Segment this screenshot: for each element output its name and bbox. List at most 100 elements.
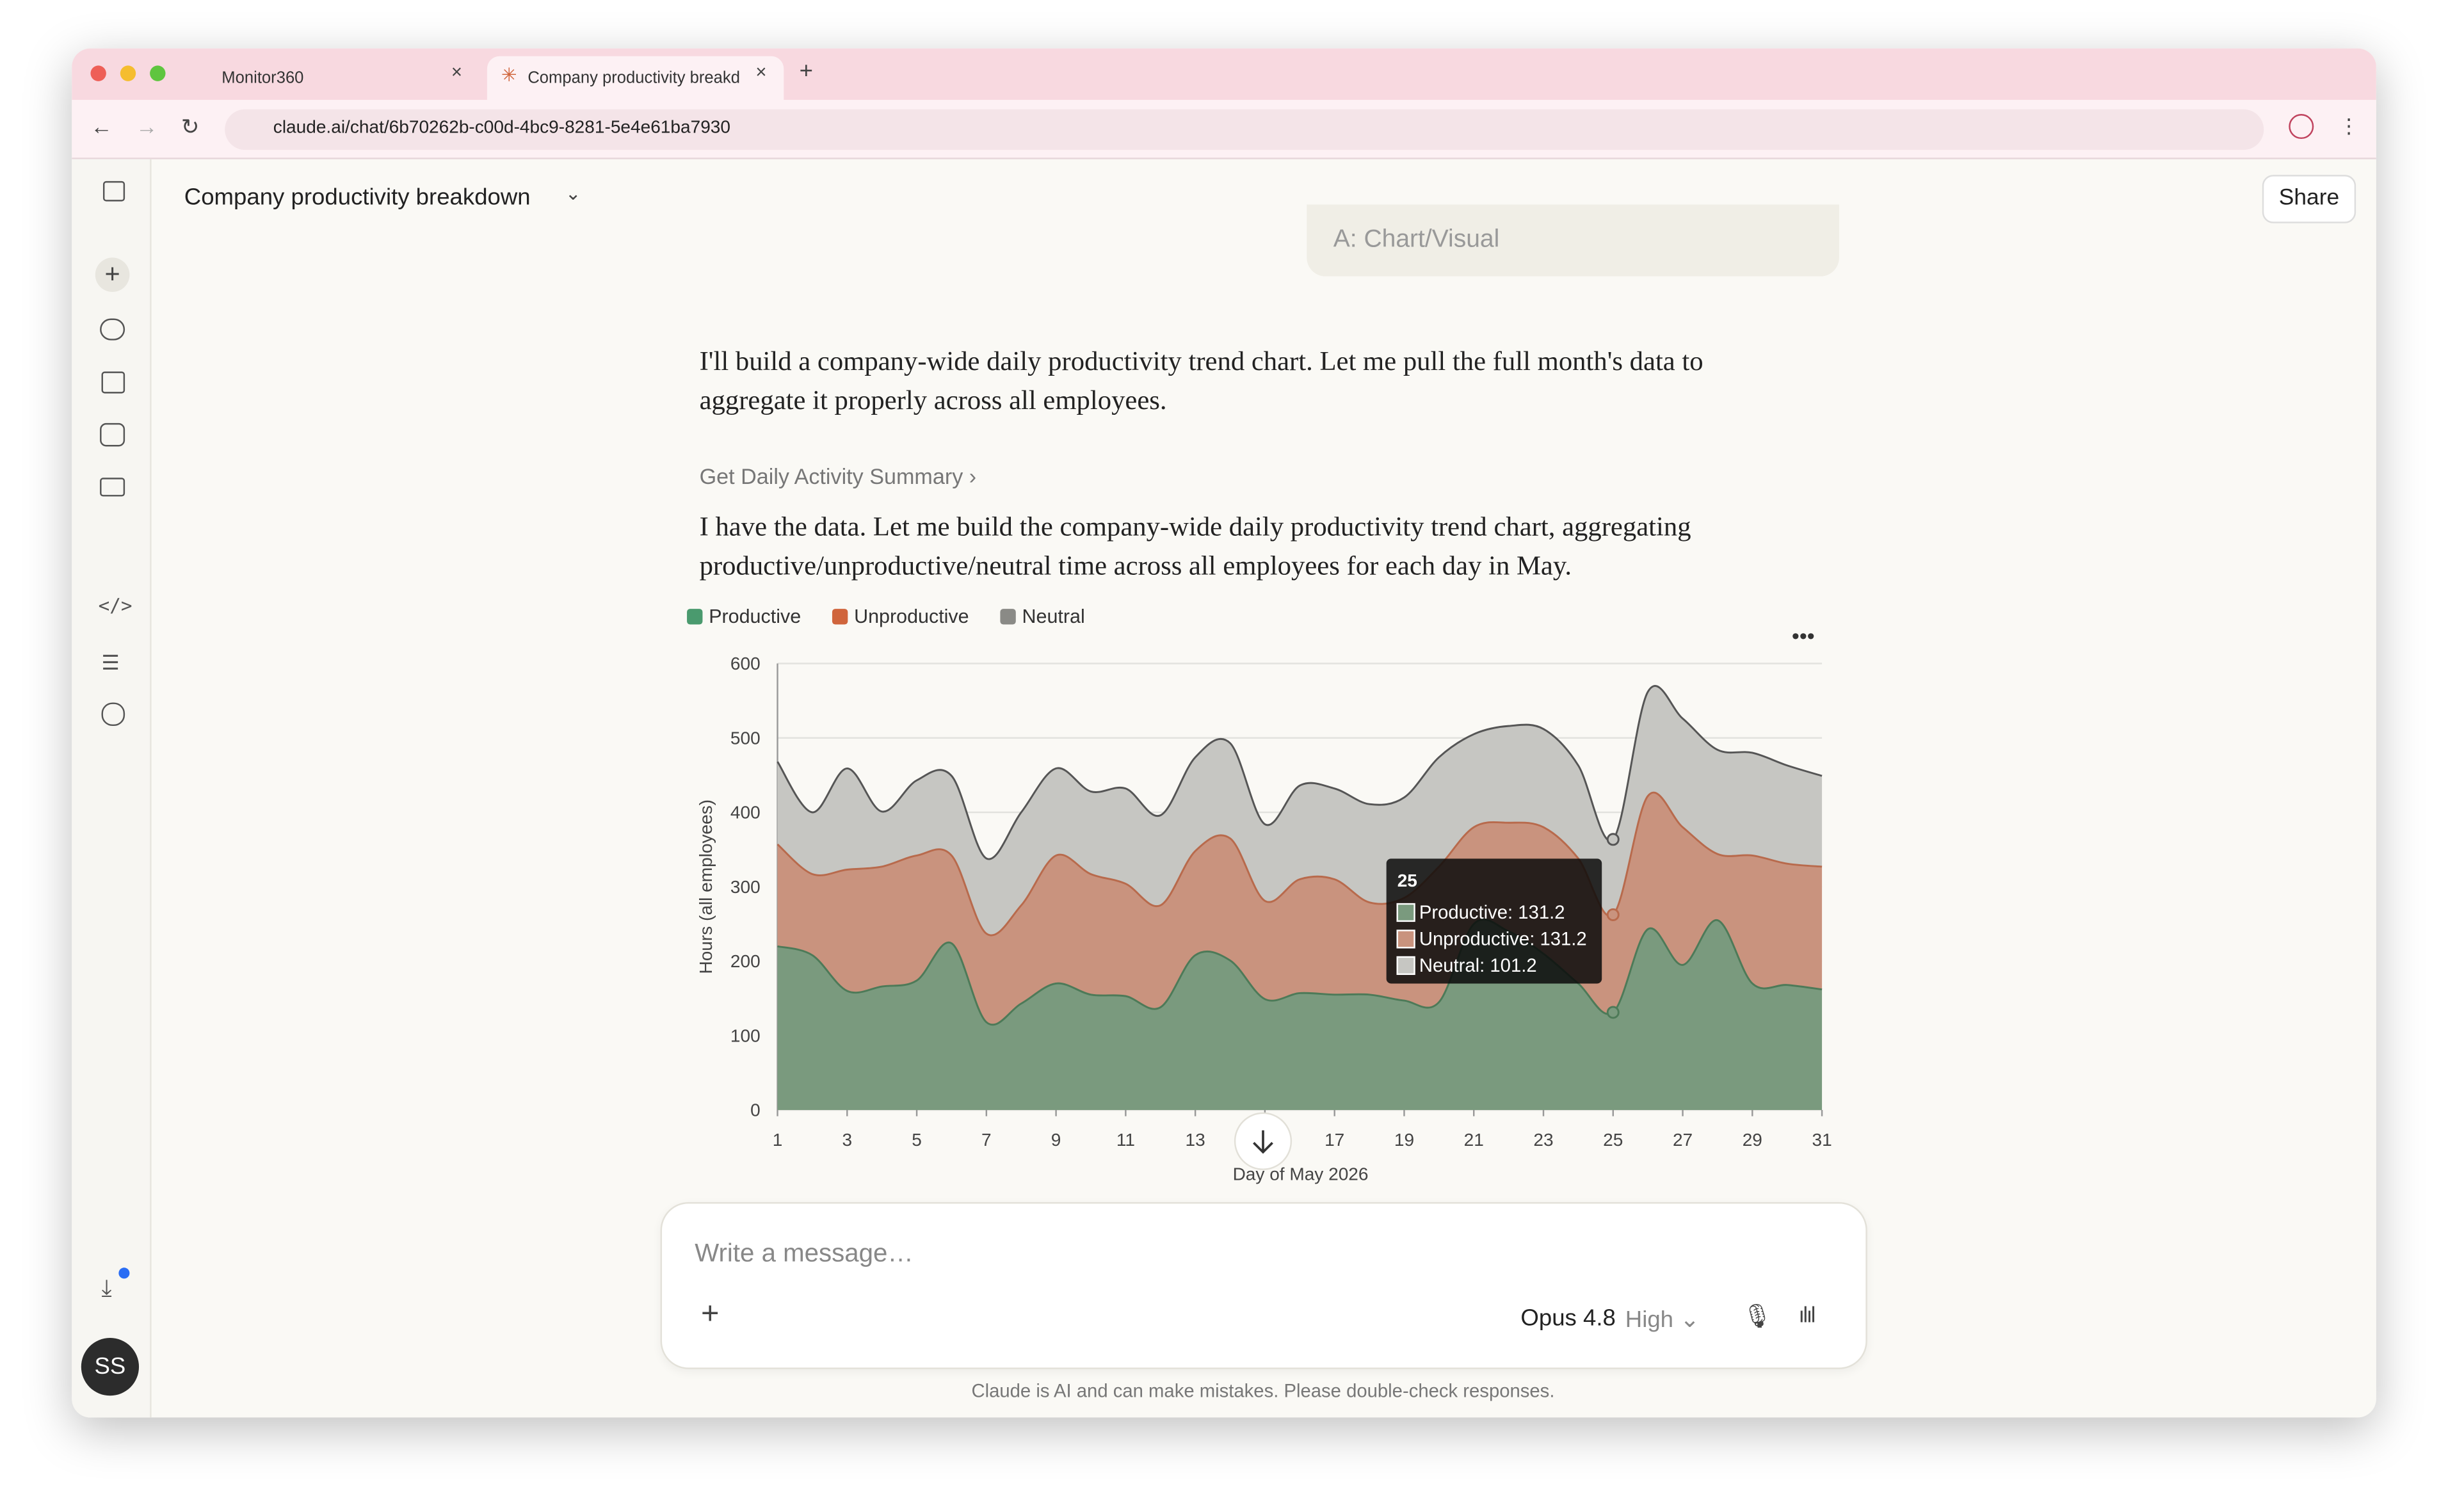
- voice[interactable]: ılıl: [1798, 1301, 1816, 1327]
- composer[interactable]: [660, 1202, 1867, 1369]
- projects-icon[interactable]: [101, 371, 125, 394]
- download-icon[interactable]: ⤓: [101, 1275, 112, 1302]
- legend-swatch: [687, 609, 703, 625]
- tool-call-label[interactable]: Get Daily Activity Summary: [699, 463, 963, 489]
- max-dot[interactable]: [150, 65, 166, 81]
- new-chat[interactable]: +: [95, 257, 130, 293]
- tooltip-swatch: [1396, 903, 1415, 922]
- x-tick-label: 27: [1673, 1130, 1693, 1150]
- tooltip-title: 25: [1397, 871, 1417, 890]
- share-button[interactable]: Share: [2262, 175, 2356, 223]
- palette-icon[interactable]: [101, 702, 125, 727]
- x-tick-label: 31: [1812, 1130, 1832, 1150]
- close-dot[interactable]: [90, 65, 106, 81]
- profile[interactable]: [2289, 114, 2314, 140]
- tab-title[interactable]: Company productivity breakdown: [527, 68, 740, 88]
- badge: [118, 1267, 130, 1279]
- title-chevron[interactable]: ⌄: [565, 182, 581, 205]
- back[interactable]: ←: [90, 114, 113, 140]
- reload[interactable]: ↻: [181, 114, 200, 140]
- model[interactable]: Opus 4.8: [1520, 1305, 1616, 1332]
- browser-window: Monitor360 × ✳ Company productivity brea…: [72, 48, 2376, 1418]
- disclaimer: Claude is AI and can make mistakes. Plea…: [971, 1379, 1555, 1403]
- url: claude.ai/chat/6b70262b-c00d-4bc9-8281-5…: [273, 118, 731, 138]
- tooltip-swatch: [1396, 929, 1415, 949]
- x-tick-label: 3: [842, 1130, 852, 1150]
- composer-placeholder[interactable]: Write a message…: [695, 1239, 914, 1268]
- area-line: [777, 685, 1823, 860]
- legend-swatch: [832, 609, 848, 625]
- tooltip-swatch: [1396, 956, 1415, 976]
- y-tick-label: 200: [730, 951, 761, 971]
- tab-bar: [72, 48, 2376, 101]
- tooltip-line: Neutral: 101.2: [1419, 956, 1537, 976]
- tab-close[interactable]: ×: [755, 61, 767, 83]
- sidebar: [72, 159, 152, 1418]
- y-tick-label: 400: [730, 803, 761, 823]
- tooltip-line: Productive: 131.2: [1419, 903, 1565, 923]
- active-tab[interactable]: [487, 56, 784, 101]
- tooltip: [1386, 858, 1602, 984]
- sidebar-toggle[interactable]: [102, 181, 125, 202]
- x-tick-label: 23: [1533, 1130, 1553, 1150]
- area-line: [777, 791, 1823, 937]
- hover-point: [1606, 1006, 1620, 1019]
- avatar[interactable]: SS: [81, 1338, 140, 1396]
- address-bar[interactable]: [225, 109, 2264, 150]
- x-tick-label: 9: [1051, 1130, 1061, 1150]
- area: [777, 686, 1823, 936]
- tools-icon[interactable]: [100, 478, 125, 497]
- chats-icon[interactable]: [100, 318, 125, 341]
- tool-call[interactable]: Get Daily Activity Summary ›: [699, 463, 977, 489]
- mic[interactable]: 🎙: [1742, 1303, 1773, 1330]
- tab-close[interactable]: ×: [451, 61, 462, 83]
- hover-point: [1606, 833, 1620, 846]
- y-tick-label: 600: [730, 654, 761, 673]
- user-message: A: Chart/Visual: [1333, 226, 1500, 253]
- y-axis-label: Hours (all employees): [696, 800, 716, 974]
- min-dot[interactable]: [120, 65, 136, 81]
- user-bubble: [1307, 204, 1839, 277]
- tooltip-line: Unproductive: 131.2: [1419, 929, 1587, 950]
- effort[interactable]: High ⌄: [1625, 1307, 1700, 1333]
- tasks-icon[interactable]: ☰: [101, 650, 120, 675]
- x-tick-label: 11: [1116, 1130, 1135, 1150]
- x-tick-label: 7: [981, 1130, 992, 1150]
- area-line: [777, 919, 1823, 1026]
- x-tick-label: 1: [773, 1130, 783, 1150]
- artifacts-icon[interactable]: [100, 422, 125, 447]
- area: [777, 919, 1823, 1110]
- effort-label[interactable]: High: [1625, 1307, 1674, 1333]
- x-tick-label: 17: [1325, 1130, 1344, 1150]
- new-tab[interactable]: +: [799, 58, 814, 84]
- assistant-message: I'll build a company-wide daily producti…: [699, 344, 1703, 415]
- code-icon[interactable]: </>: [98, 595, 133, 617]
- y-tick-label: 500: [730, 728, 761, 748]
- scroll-arrow: [1253, 1130, 1273, 1154]
- chat-title[interactable]: Company productivity breakdown: [184, 184, 531, 211]
- legend-swatch: [1000, 609, 1016, 625]
- x-tick-label: 25: [1603, 1130, 1623, 1150]
- forward[interactable]: →: [136, 114, 158, 140]
- legend-label: Productive: [709, 606, 801, 627]
- tab-title[interactable]: Monitor360: [221, 68, 304, 88]
- legend-label: Unproductive: [854, 606, 969, 627]
- x-tick-label: 29: [1743, 1130, 1762, 1150]
- hover-point: [1606, 908, 1620, 921]
- x-tick-label: 19: [1394, 1130, 1414, 1150]
- tab-icon: ✳: [501, 63, 517, 86]
- y-tick-label: 300: [730, 877, 761, 897]
- x-tick-label: 13: [1186, 1130, 1205, 1150]
- more-menu[interactable]: •••: [1792, 624, 1815, 648]
- x-tick-label: 21: [1464, 1130, 1484, 1150]
- y-tick-label: 0: [750, 1100, 761, 1120]
- menu[interactable]: ⋮: [2339, 114, 2360, 138]
- assistant-message: I have the data. Let me build the compan…: [699, 510, 1691, 581]
- attach[interactable]: +: [701, 1297, 720, 1332]
- y-tick-label: 100: [730, 1025, 761, 1045]
- x-tick-label: 5: [912, 1130, 922, 1150]
- legend-label: Neutral: [1022, 606, 1085, 627]
